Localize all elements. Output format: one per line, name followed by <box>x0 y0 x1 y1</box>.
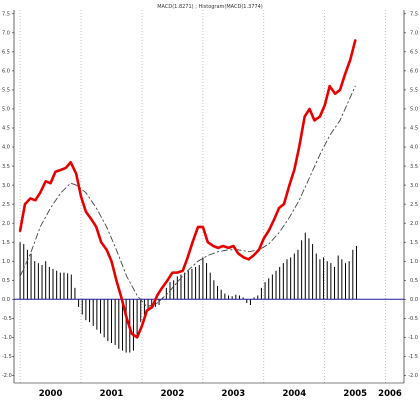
x-tick-label: 2002 <box>161 389 185 399</box>
y-tick-label-right: 0.0 <box>410 297 418 303</box>
y-tick-label-left: -0.5 <box>2 316 12 322</box>
plot-frame <box>13 10 405 384</box>
y-tick-label-left: 7.0 <box>2 31 10 37</box>
y-tick-label-right: 6.5 <box>410 50 418 56</box>
y-tick-label-left: -2.0 <box>2 373 12 379</box>
macd-line <box>18 39 357 339</box>
y-tick-label-left: 7.5 <box>2 12 10 18</box>
y-tick-label-left: 2.0 <box>2 221 10 227</box>
x-tick-label: 2005 <box>343 389 367 399</box>
x-tick-label: 2000 <box>39 389 63 399</box>
y-tick-label-left: 6.5 <box>2 50 10 56</box>
y-tick-label-left: 1.0 <box>2 259 10 265</box>
y-tick-label-left: 2.5 <box>2 202 10 208</box>
y-tick-label-left: 3.0 <box>2 183 10 189</box>
chart-title: MACD(1.8271) ; Histogram(MACD(1.3774) <box>157 4 263 10</box>
y-tick-label-right: 2.5 <box>410 202 418 208</box>
y-tick-label-right: 1.0 <box>410 259 418 265</box>
y-tick-label-right: 4.5 <box>410 126 418 132</box>
y-tick-label-left: 5.5 <box>2 88 10 94</box>
y-tick-label-right: 7.0 <box>410 31 418 37</box>
y-tick-label-right: -0.5 <box>408 316 418 322</box>
y-tick-label-right: 3.5 <box>410 164 418 170</box>
y-tick-label-right: 2.0 <box>410 221 418 227</box>
y-tick-label-right: 3.0 <box>410 183 418 189</box>
y-tick-label-right: -2.0 <box>408 373 418 379</box>
y-tick-label-left: 1.5 <box>2 240 10 246</box>
y-tick-label-right: 4.0 <box>410 145 418 151</box>
x-tick-label: 2003 <box>222 389 246 399</box>
x-axis: 2000 2001 2002 2003 2004 2005 2006 <box>39 389 402 399</box>
y-tick-label-left: 4.5 <box>2 126 10 132</box>
x-tick-label: 2001 <box>100 389 124 399</box>
y-tick-label-left: 0.5 <box>2 278 10 284</box>
y-tick-label-right: -1.5 <box>408 354 418 360</box>
y-axis-right: 7.5 7.0 6.5 6.0 5.5 5.0 4.5 4.0 3.5 3.0 2.5 2.0 1.5 1… <box>404 12 418 379</box>
y-tick-label-left: 4.0 <box>2 145 10 151</box>
y-tick-label-right: 5.5 <box>410 88 418 94</box>
signal-line-path <box>19 85 356 308</box>
y-tick-label-left: 6.0 <box>2 69 10 75</box>
y-tick-label-right: 7.5 <box>410 12 418 18</box>
y-tick-label-right: 5.0 <box>410 107 418 113</box>
signal-line <box>19 85 356 308</box>
macd-line-path <box>18 39 357 339</box>
y-tick-label-right: -1.0 <box>408 335 418 341</box>
y-axis-left: 7.5 7.0 6.5 6.0 5.5 5.0 4.5 4.0 3.5 3.0 2.5 2.0 1.5 1… <box>2 12 14 379</box>
y-tick-label-right: 6.0 <box>410 69 418 75</box>
y-tick-label-left: 3.5 <box>2 164 10 170</box>
y-tick-label-left: -1.0 <box>2 335 12 341</box>
y-tick-label-left: 5.0 <box>2 107 10 113</box>
y-tick-label-right: 1.5 <box>410 240 418 246</box>
x-tick-label: 2004 <box>282 389 306 399</box>
histogram-bars <box>19 232 357 353</box>
x-tick-label: 2006 <box>378 389 402 399</box>
y-tick-label-left: -1.5 <box>2 354 12 360</box>
y-tick-label-left: 0.0 <box>2 297 10 303</box>
y-tick-label-right: 0.5 <box>410 278 418 284</box>
